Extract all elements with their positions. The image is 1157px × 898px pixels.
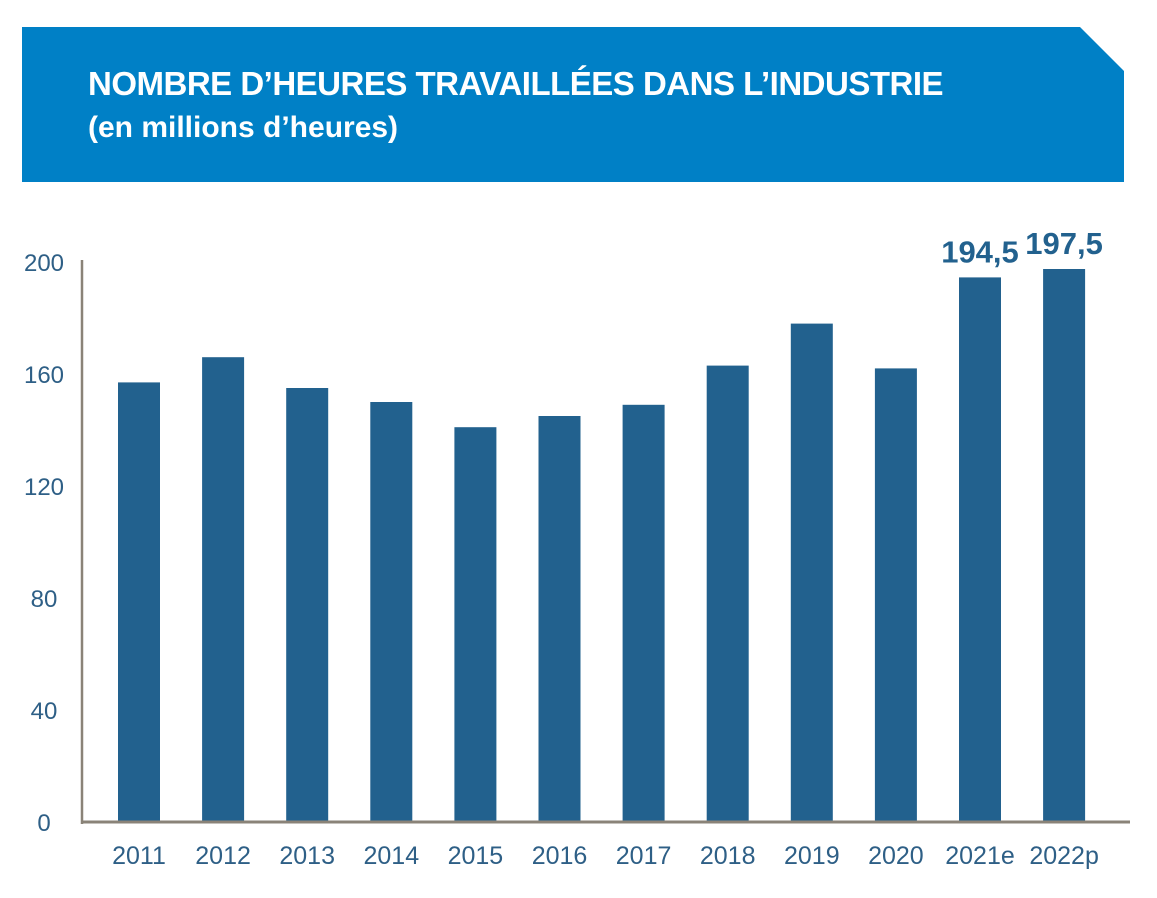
bar-2022p bbox=[1043, 269, 1086, 822]
y-tick-label: 80 bbox=[31, 586, 58, 613]
bar-2017 bbox=[622, 404, 665, 822]
data-label: 194,5 bbox=[941, 234, 1019, 269]
chart-title: NOMBRE D’HEURES TRAVAILLÉES DANS L’INDUS… bbox=[88, 65, 944, 102]
x-tick-label: 2011 bbox=[112, 842, 166, 870]
x-tick-label: 2012 bbox=[195, 842, 251, 870]
x-tick-label: 2017 bbox=[616, 842, 672, 870]
x-tick-label: 2015 bbox=[448, 842, 504, 870]
y-tick-label: 200 bbox=[24, 250, 64, 277]
x-tick-label: 2014 bbox=[363, 842, 419, 870]
y-tick-label: 40 bbox=[31, 698, 58, 725]
x-tick-label: 2021e bbox=[945, 842, 1015, 870]
x-tick-label: 2022p bbox=[1029, 842, 1099, 870]
x-tick-label: 2019 bbox=[784, 842, 840, 870]
chart-title-banner: NOMBRE D’HEURES TRAVAILLÉES DANS L’INDUS… bbox=[22, 27, 1124, 182]
banner-background bbox=[22, 27, 1124, 182]
x-tick-label: 2016 bbox=[532, 842, 588, 870]
bar-2016 bbox=[538, 416, 581, 822]
bar-chart: 0 40 80 120 160 200 2011 2012 2013 2014 2015 2016 20… bbox=[24, 226, 1130, 870]
x-tick-label: 2020 bbox=[868, 842, 924, 870]
y-tick-label: 0 bbox=[37, 810, 50, 837]
bar-2013 bbox=[286, 388, 329, 822]
bar-2011 bbox=[118, 382, 160, 822]
bar-2020 bbox=[874, 368, 917, 822]
bar-2014 bbox=[370, 402, 413, 822]
chart-subtitle: (en millions d’heures) bbox=[88, 111, 399, 144]
bar-2021e bbox=[959, 277, 1001, 822]
bar-2019 bbox=[790, 323, 833, 822]
x-tick-label: 2013 bbox=[279, 842, 335, 870]
bar-2018 bbox=[706, 365, 749, 822]
y-tick-label: 160 bbox=[24, 362, 64, 389]
x-tick-label: 2018 bbox=[700, 842, 756, 870]
data-label: 197,5 bbox=[1025, 226, 1103, 261]
y-tick-label: 120 bbox=[24, 474, 64, 501]
bar-2012 bbox=[202, 357, 245, 822]
bar-2015 bbox=[454, 427, 497, 822]
